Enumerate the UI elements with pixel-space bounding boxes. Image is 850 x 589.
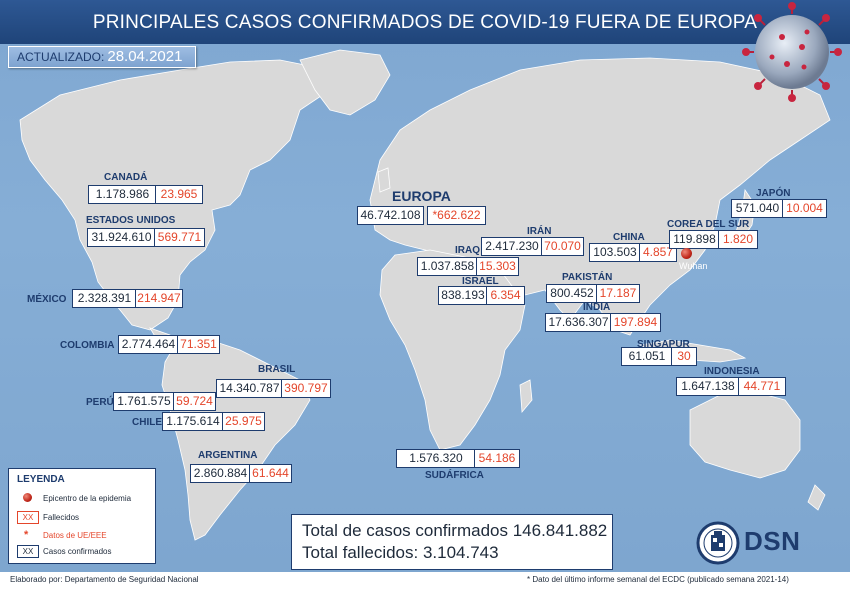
country-label-corea: COREA DEL SUR — [667, 219, 750, 230]
cases-argentina: 2.860.884 — [190, 464, 251, 483]
country-label-singapur: SINGAPUR — [637, 339, 690, 350]
dsn-logo-text: DSN — [744, 526, 801, 556]
legend-cases-swatch: XX — [17, 545, 39, 558]
cases-pakistan: 800.452 — [546, 284, 598, 303]
title-bar — [0, 0, 850, 44]
country-label-sudafrica: SUDÁFRICA — [425, 470, 484, 481]
cases-india: 17.636.307 — [545, 313, 612, 332]
country-label-mexico: MÉXICO — [27, 294, 67, 305]
updated-label: ACTUALIZADO: — [17, 50, 105, 64]
country-label-indonesia: INDONESIA — [704, 366, 760, 377]
legend-cases-label: Casos confirmados — [43, 547, 112, 556]
epicenter-label: Wuhan — [679, 261, 708, 271]
deaths-brasil: 390.797 — [281, 379, 331, 398]
cases-iraq: 1.037.858 — [417, 257, 478, 276]
new-zealand-land — [807, 484, 826, 511]
cases-peru: 1.761.575 — [113, 392, 175, 411]
total-cases: Total de casos confirmados 146.841.882 — [302, 521, 608, 540]
australia-land — [689, 391, 801, 479]
epicenter-marker — [681, 248, 692, 259]
deaths-chile: 25.975 — [222, 412, 265, 431]
legend-epicenter-label: Epicentro de la epidemia — [43, 494, 132, 503]
page-title: PRINCIPALES CASOS CONFIRMADOS DE COVID-1… — [92, 12, 758, 33]
country-label-europa: EUROPA — [392, 188, 451, 204]
legend-title: LEYENDA — [17, 474, 65, 485]
deaths-argentina: 61.644 — [249, 464, 292, 483]
country-label-iraq: IRAQ — [455, 245, 480, 256]
dsn-seal-icon — [696, 521, 740, 565]
country-label-japon: JAPÓN — [756, 188, 791, 199]
cases-europa: 46.742.108 — [357, 206, 424, 225]
cases-brasil: 14.340.787 — [216, 379, 283, 398]
deaths-singapur: 30 — [671, 347, 697, 366]
deaths-sudafrica: 54.186 — [474, 449, 520, 468]
cases-iran: 2.417.230 — [481, 237, 543, 256]
country-label-israel: ISRAEL — [462, 276, 499, 287]
country-label-canada: CANADÁ — [104, 172, 148, 183]
deaths-india: 197.894 — [610, 313, 661, 332]
cases-usa: 31.924.610 — [87, 228, 156, 247]
cases-mexico: 2.328.391 — [72, 289, 137, 308]
country-label-brasil: BRASIL — [258, 364, 296, 375]
deaths-iran: 70.070 — [541, 237, 584, 256]
country-label-usa: ESTADOS UNIDOS — [86, 215, 176, 226]
deaths-corea: 1.820 — [718, 230, 758, 249]
legend-eu-label: Datos de UE/EEE — [43, 531, 107, 540]
cases-colombia: 2.774.464 — [118, 335, 179, 354]
uk-land — [377, 167, 391, 193]
deaths-indonesia: 44.771 — [738, 377, 786, 396]
country-label-india: INDIA — [583, 302, 611, 313]
country-label-pakistan: PAKISTÁN — [562, 272, 613, 283]
cases-israel: 838.193 — [438, 286, 488, 305]
updated-badge: ACTUALIZADO: 28.04.2021 — [8, 46, 196, 68]
deaths-canada: 23.965 — [155, 185, 203, 204]
country-label-chile: CHILE — [132, 417, 162, 428]
deaths-israel: 6.354 — [486, 286, 525, 305]
footer-note: * Dato del último informe semanal del EC… — [527, 575, 789, 584]
cases-singapur: 61.051 — [621, 347, 673, 366]
updated-date: 28.04.2021 — [107, 48, 183, 65]
cases-china: 103.503 — [589, 243, 641, 262]
deaths-pakistan: 17.187 — [596, 284, 640, 303]
country-label-argentina: ARGENTINA — [198, 450, 258, 461]
legend-deaths-label: Fallecidos — [43, 513, 80, 522]
dsn-logo: DSN — [694, 518, 844, 568]
cases-sudafrica: 1.576.320 — [396, 449, 476, 468]
footer-credit: Elaborado por: Departamento de Seguridad… — [10, 575, 199, 584]
legend-deaths-swatch: XX — [17, 511, 39, 524]
deaths-japon: 10.004 — [782, 199, 827, 218]
legend: LEYENDA Epicentro de la epidemia XX Fall… — [8, 468, 156, 564]
legend-epicenter-icon — [23, 493, 32, 502]
country-label-peru: PERÚ — [86, 397, 114, 408]
cases-corea: 119.898 — [669, 230, 720, 249]
deaths-iraq: 15.303 — [476, 257, 519, 276]
country-label-colombia: COLOMBIA — [60, 340, 115, 351]
legend-asterisk-icon: * — [24, 529, 29, 541]
madagascar-land — [519, 379, 533, 414]
deaths-china: 4.857 — [639, 243, 677, 262]
deaths-mexico: 214.947 — [135, 289, 183, 308]
deaths-peru: 59.724 — [173, 392, 216, 411]
cases-canada: 1.178.986 — [88, 185, 157, 204]
deaths-colombia: 71.351 — [177, 335, 220, 354]
total-deaths: Total fallecidos: 3.104.743 — [302, 543, 499, 562]
cases-indonesia: 1.647.138 — [676, 377, 740, 396]
africa-land — [379, 249, 526, 451]
deaths-usa: 569.771 — [154, 228, 205, 247]
deaths-europa: *662.622 — [427, 206, 486, 225]
country-label-china: CHINA — [613, 232, 645, 243]
coronavirus-icon — [742, 2, 842, 102]
greenland-land — [299, 49, 391, 116]
country-label-iran: IRÁN — [527, 226, 552, 237]
totals-box: Total de casos confirmados 146.841.882 T… — [291, 514, 613, 570]
cases-chile: 1.175.614 — [162, 412, 224, 431]
cases-japon: 571.040 — [731, 199, 784, 218]
